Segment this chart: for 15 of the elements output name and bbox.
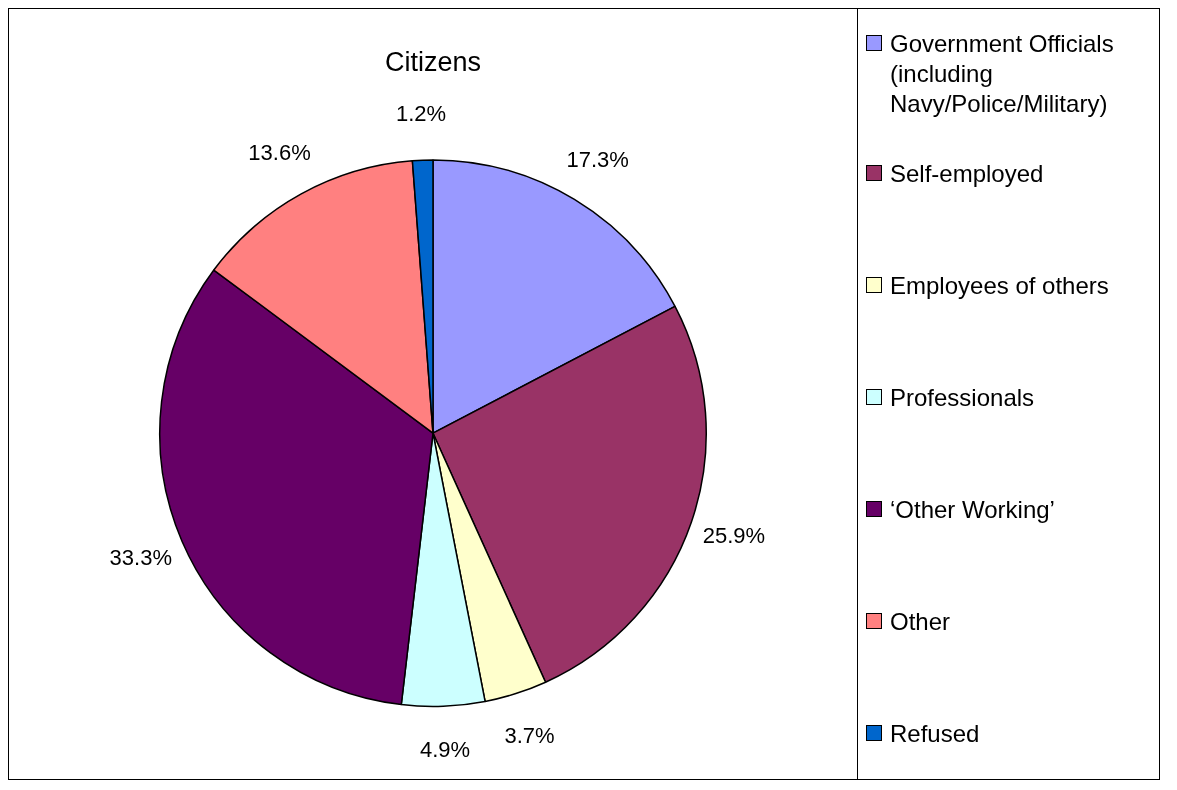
legend-label: Refused <box>890 719 980 749</box>
data-label: 13.6% <box>248 140 311 166</box>
data-label: 4.9% <box>419 737 471 763</box>
legend-label: Employees of others <box>890 271 1109 301</box>
legend-label: Government Officials (including Navy/Police/Military) <box>890 29 1115 119</box>
legend-label: Self-employed <box>890 159 1044 189</box>
legend-label: Professionals <box>890 383 1035 413</box>
data-label: 1.2% <box>395 101 447 127</box>
chart-title: Citizens <box>384 46 482 77</box>
legend-label: Other <box>890 607 951 637</box>
data-label: 25.9% <box>702 522 766 548</box>
data-label: 33.3% <box>109 545 172 571</box>
data-label: 17.3% <box>566 146 629 172</box>
legend-label: ‘Other Working’ <box>890 495 1055 525</box>
data-label: 3.7% <box>504 722 555 748</box>
